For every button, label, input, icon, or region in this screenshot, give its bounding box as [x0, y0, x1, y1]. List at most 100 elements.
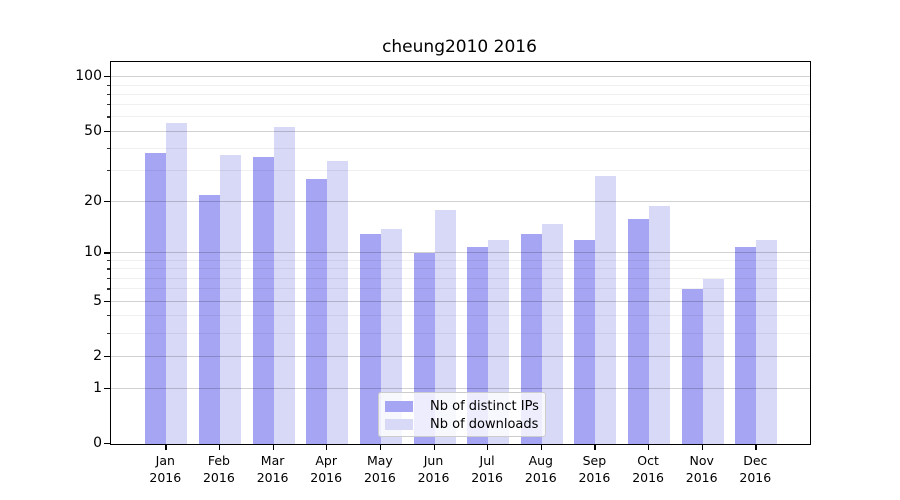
gridline-9 [111, 260, 810, 261]
y-tick-label-100: 100 [75, 68, 102, 85]
x-tick-mark-jan [165, 444, 167, 450]
y-tick-mark-0 [104, 443, 110, 445]
bar-ips-oct [628, 218, 650, 444]
x-tick-label-mar: Mar 2016 [256, 453, 289, 485]
y-tick-mark-1 [104, 387, 110, 390]
x-tick-mark-nov [701, 444, 703, 450]
y-minor-tick-mark-6 [107, 288, 110, 290]
x-tick-label-sep: Sep 2016 [578, 453, 611, 485]
bar-downloads-aug [541, 223, 563, 444]
y-minor-tick-mark-3 [107, 332, 110, 335]
bar-ips-aug [520, 234, 542, 444]
gridline-40 [111, 147, 810, 149]
bar-downloads-oct [649, 205, 671, 444]
plot-area [110, 61, 811, 445]
gridline-20 [111, 201, 810, 202]
x-tick-label-jul: Jul 2016 [471, 453, 503, 485]
legend: Nb of distinct IPs Nb of downloads [378, 392, 546, 437]
bar-downloads-jun [434, 210, 456, 444]
y-tick-label-5: 5 [93, 292, 102, 309]
gridline-60 [111, 116, 810, 118]
bar-ips-sep [574, 240, 596, 444]
gridline-80 [111, 93, 810, 95]
gridline-5 [111, 300, 810, 302]
legend-swatch-downloads [385, 419, 413, 430]
x-tick-mark-feb [218, 444, 221, 450]
y-minor-tick-mark-70 [107, 104, 110, 106]
y-tick-label-2: 2 [93, 347, 102, 364]
legend-label: Nb of downloads [430, 417, 539, 432]
x-tick-mark-sep [594, 444, 596, 450]
y-tick-mark-10 [104, 252, 110, 254]
legend-item-distinct-ips: Nb of distinct IPs [385, 398, 545, 415]
y-minor-tick-mark-40 [107, 147, 110, 150]
gridline-1 [111, 387, 810, 389]
y-minor-tick-mark-90 [107, 84, 110, 86]
bar-ips-dec [735, 246, 757, 444]
x-tick-mark-aug [540, 444, 543, 450]
x-tick-label-aug: Aug 2016 [524, 453, 557, 485]
legend-item-downloads: Nb of downloads [385, 416, 545, 433]
bar-ips-nov [681, 289, 703, 444]
x-tick-label-nov: Nov 2016 [685, 453, 718, 485]
bar-downloads-jan [166, 122, 188, 444]
x-tick-mark-jun [433, 444, 435, 450]
y-minor-tick-mark-80 [107, 93, 110, 95]
x-tick-label-feb: Feb 2016 [202, 453, 235, 485]
y-tick-label-0: 0 [93, 435, 102, 451]
gridline-30 [111, 170, 810, 172]
bar-ips-may [359, 234, 381, 444]
legend-swatch-distinct-ips [385, 401, 413, 412]
bar-downloads-sep [595, 176, 617, 444]
gridline-8 [111, 268, 810, 270]
gridline-90 [111, 84, 810, 86]
bar-downloads-feb [219, 154, 241, 444]
gridline-4 [111, 315, 810, 317]
y-tick-mark-2 [104, 355, 110, 357]
bar-ips-jan [145, 152, 167, 444]
x-tick-label-apr: Apr 2016 [310, 453, 343, 485]
legend-label: Nb of distinct IPs [430, 399, 539, 414]
bar-ips-mar [252, 157, 274, 444]
y-tick-mark-50 [104, 130, 110, 132]
x-tick-label-jan: Jan 2016 [149, 453, 182, 485]
chart-title: cheung2010 2016 [382, 37, 537, 57]
x-tick-mark-oct [648, 444, 650, 450]
y-tick-label-50: 50 [84, 122, 102, 139]
y-tick-label-20: 20 [84, 193, 102, 209]
y-minor-tick-mark-4 [107, 315, 110, 317]
bar-downloads-mar [273, 127, 295, 444]
x-tick-mark-jul [487, 444, 489, 450]
x-tick-label-dec: Dec 2016 [739, 453, 772, 485]
gridline-3 [111, 332, 810, 334]
x-tick-mark-may [379, 444, 382, 450]
gridline-70 [111, 104, 810, 106]
gridline-2 [111, 355, 810, 357]
y-tick-mark-20 [104, 201, 110, 203]
y-minor-tick-mark-8 [107, 268, 110, 270]
gridline-100 [111, 76, 810, 78]
bar-ips-feb [198, 194, 220, 444]
gridline-6 [111, 288, 810, 290]
x-tick-mark-apr [326, 444, 328, 450]
bar-downloads-apr [327, 161, 349, 444]
y-tick-mark-5 [104, 300, 110, 302]
bar-downloads-dec [756, 240, 778, 444]
y-tick-label-10: 10 [84, 244, 102, 261]
x-tick-mark-mar [272, 444, 274, 450]
x-tick-mark-dec [755, 444, 757, 450]
y-tick-mark-100 [104, 76, 110, 78]
y-minor-tick-mark-9 [107, 260, 110, 262]
y-minor-tick-mark-60 [107, 116, 110, 118]
gridline-50 [111, 130, 810, 132]
y-minor-tick-mark-7 [107, 277, 110, 279]
bar-ips-apr [306, 179, 328, 444]
y-minor-tick-mark-30 [107, 170, 110, 172]
gridline-10 [111, 252, 810, 254]
gridline-7 [111, 277, 810, 279]
bar-downloads-may [380, 228, 402, 444]
bar-downloads-nov [702, 278, 724, 444]
x-tick-label-jun: Jun 2016 [417, 453, 450, 485]
x-tick-label-oct: Oct 2016 [632, 453, 664, 485]
